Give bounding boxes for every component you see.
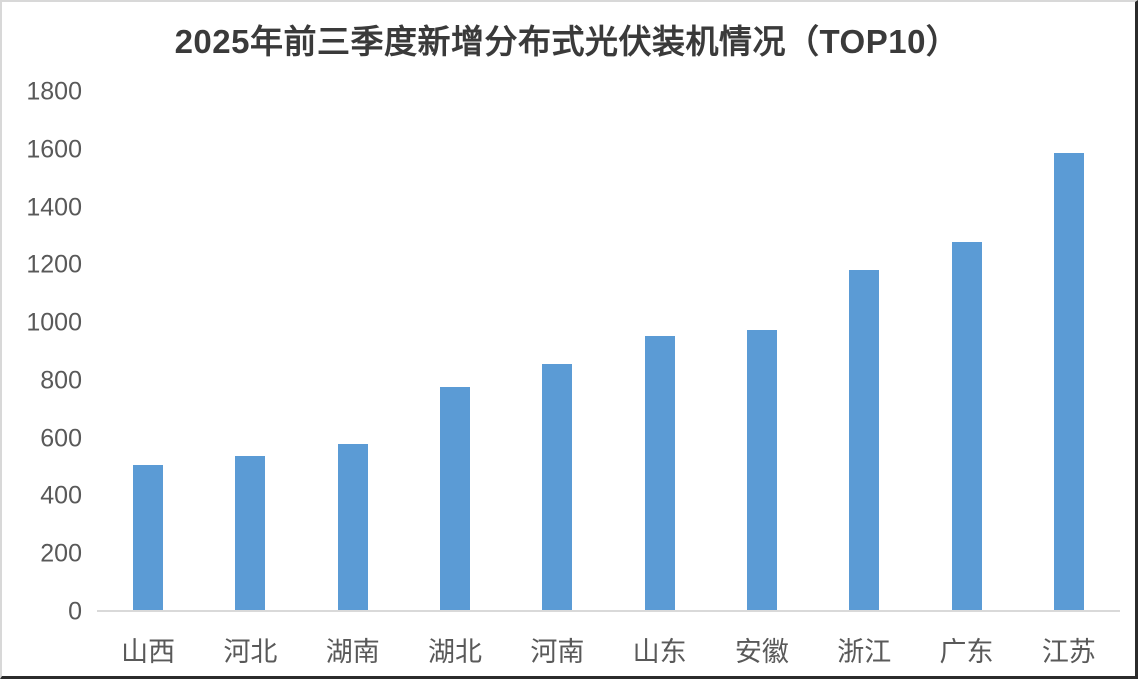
bar-slot <box>813 92 915 612</box>
y-tick-label: 200 <box>40 539 82 568</box>
bar-slot <box>199 92 301 612</box>
y-tick-label: 1600 <box>26 135 82 164</box>
bar-slot <box>1018 92 1120 612</box>
y-tick-label: 0 <box>68 597 82 626</box>
y-tick-label: 600 <box>40 424 82 453</box>
bar-slot <box>302 92 404 612</box>
bar <box>951 242 982 612</box>
x-category-label: 河北 <box>223 637 278 667</box>
plot-area <box>97 92 1120 612</box>
bar <box>1053 153 1084 612</box>
bar <box>235 456 266 612</box>
y-tick-label: 1200 <box>26 250 82 279</box>
bar-slot <box>97 92 199 612</box>
bar <box>133 465 164 612</box>
bar-slot <box>711 92 813 612</box>
bar <box>644 336 675 612</box>
x-axis: 山西 河北 湖南 湖北 河南 山东 安徽 浙江 广东 江苏 <box>97 630 1120 669</box>
x-category-label: 河南 <box>530 637 585 667</box>
y-tick-label: 800 <box>40 366 82 395</box>
bar <box>440 387 471 612</box>
bar <box>746 330 777 612</box>
bar <box>849 270 880 612</box>
x-category-label: 湖南 <box>325 637 380 667</box>
x-category-label: 浙江 <box>837 637 892 667</box>
bar <box>542 364 573 612</box>
y-tick-label: 1800 <box>26 77 82 106</box>
y-axis: 0 200 400 600 800 1000 1200 1400 1600 1800 <box>2 78 82 626</box>
bar-slot <box>608 92 710 612</box>
x-category-label: 江苏 <box>1041 637 1096 667</box>
bar-slot <box>915 92 1017 612</box>
y-tick-label: 1400 <box>26 193 82 222</box>
y-tick-label: 400 <box>40 481 82 510</box>
bar <box>337 444 368 612</box>
x-category-label: 安徽 <box>734 637 789 667</box>
x-axis-line <box>97 610 1120 612</box>
chart-title: 2025年前三季度新增分布式光伏装机情况（TOP10） <box>174 23 960 60</box>
x-category-label: 广东 <box>939 637 994 667</box>
x-category-label: 山东 <box>632 637 687 667</box>
x-category-label: 湖北 <box>428 637 483 667</box>
bar-slot <box>404 92 506 612</box>
y-tick-label: 1000 <box>26 308 82 337</box>
x-category-label: 山西 <box>121 637 176 667</box>
bar-slot <box>506 92 608 612</box>
